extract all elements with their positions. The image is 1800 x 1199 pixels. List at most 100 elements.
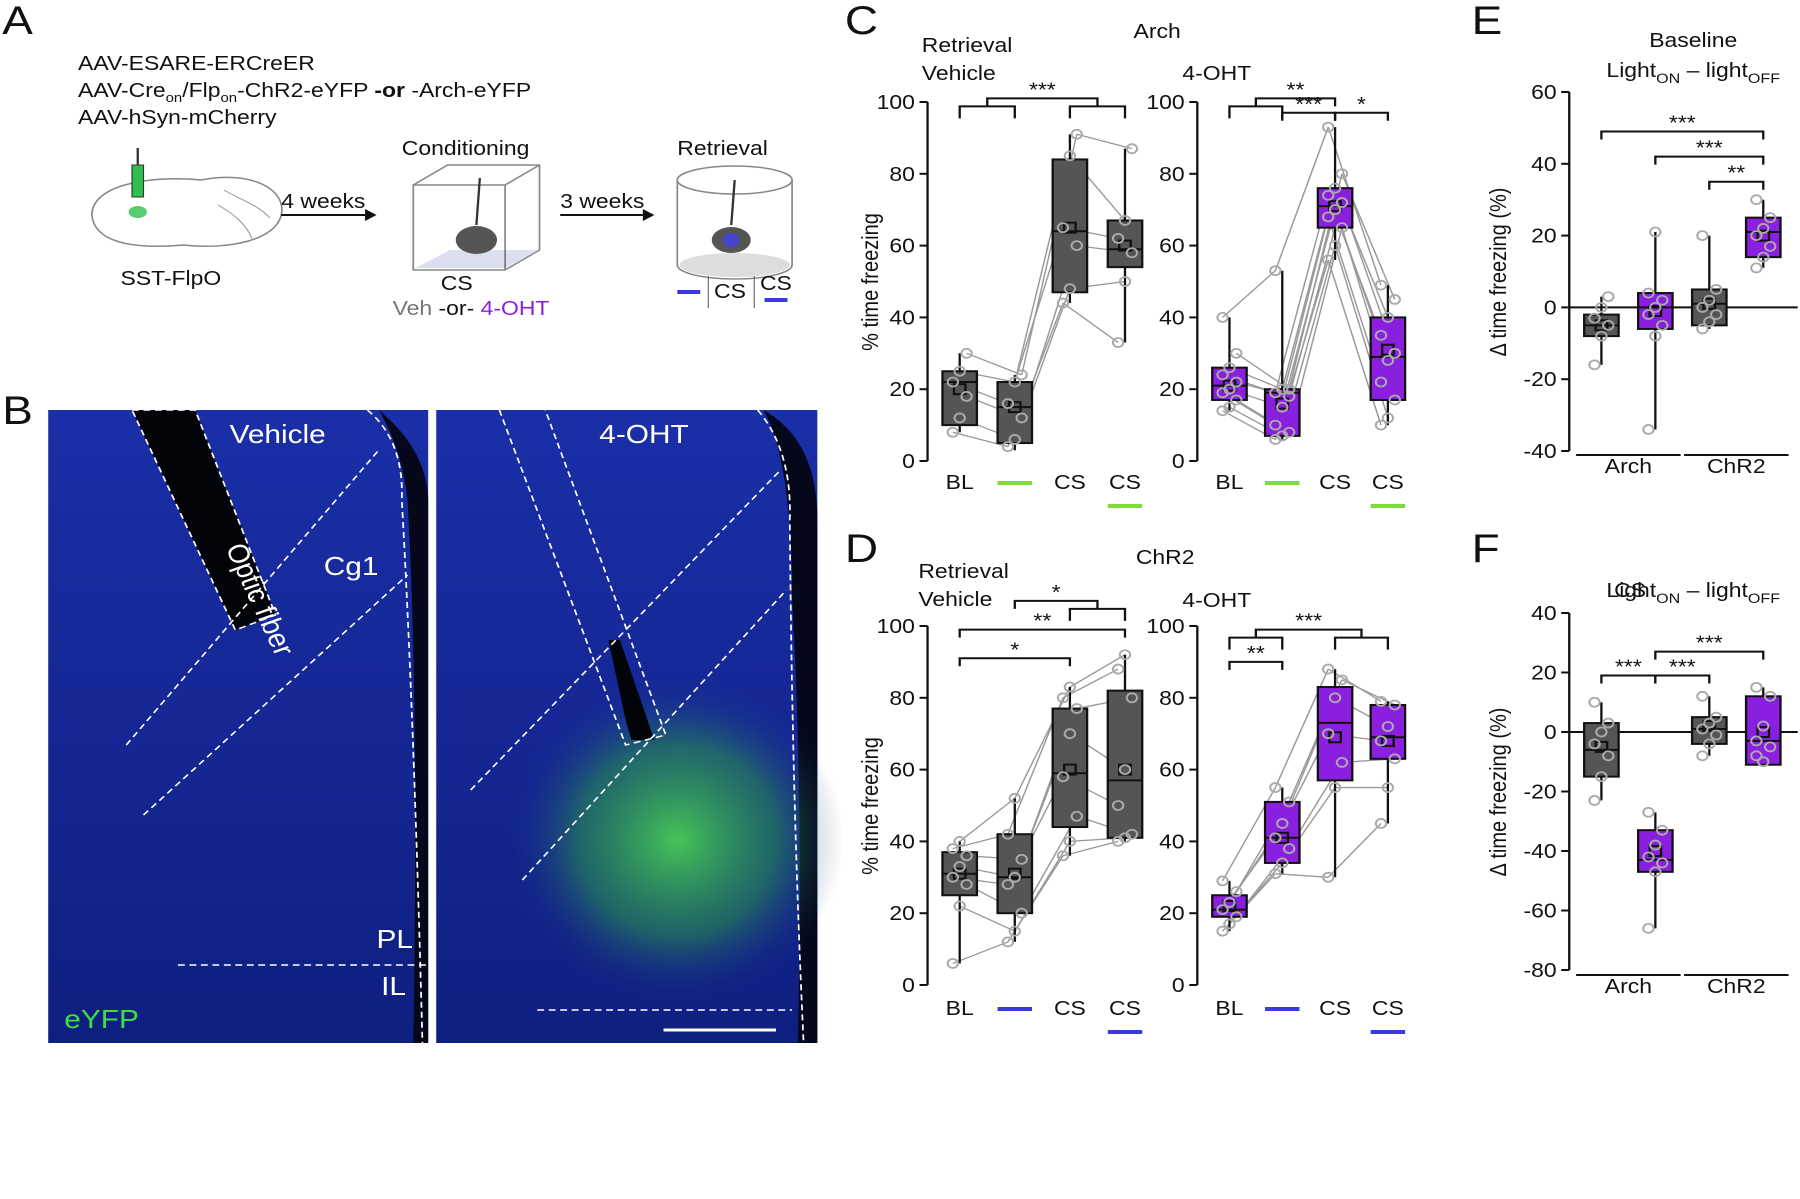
pair-line bbox=[959, 905, 1016, 932]
bracket bbox=[1013, 599, 1099, 609]
bracket bbox=[1654, 155, 1765, 165]
y-tick-label: 60 bbox=[889, 759, 915, 781]
region-label: PL bbox=[377, 925, 413, 954]
data-point bbox=[1335, 197, 1349, 208]
text: ON bbox=[1656, 71, 1680, 87]
data-point bbox=[1642, 851, 1655, 863]
data-point bbox=[1588, 795, 1601, 806]
data-point bbox=[1602, 717, 1615, 729]
charts: 0 20 40 60 80 100 Arch Retrieval Vehicle % time f… bbox=[858, 20, 1798, 1034]
vector-text: AAV-Creon/Flpon-ChR2-eYFP -or -Arch-eYFP bbox=[78, 79, 531, 104]
y-tick-label: 100 bbox=[1146, 615, 1184, 637]
pair-line bbox=[952, 941, 1009, 965]
box bbox=[1051, 707, 1089, 829]
data-point bbox=[1374, 695, 1388, 707]
data-point bbox=[1763, 240, 1777, 252]
data-point bbox=[1269, 419, 1282, 431]
data-point bbox=[1223, 918, 1236, 930]
data-point bbox=[1757, 223, 1770, 234]
data-point bbox=[1118, 276, 1132, 287]
box bbox=[1106, 219, 1144, 269]
data-point bbox=[1642, 922, 1655, 934]
group-label: ChR2 bbox=[1707, 975, 1766, 997]
data-point bbox=[1125, 828, 1139, 840]
mouse bbox=[455, 226, 498, 254]
pair-line bbox=[1327, 668, 1382, 702]
data-point bbox=[1111, 663, 1125, 675]
data-point bbox=[1118, 649, 1132, 661]
data-point bbox=[1763, 741, 1777, 753]
data-point bbox=[1216, 904, 1229, 916]
significance: *** bbox=[1295, 93, 1322, 115]
data-point bbox=[1276, 857, 1289, 869]
pair-line bbox=[1222, 270, 1276, 318]
data-point bbox=[1656, 824, 1669, 836]
data-point bbox=[1230, 886, 1243, 898]
bracket bbox=[986, 97, 1099, 107]
micrograph bbox=[48, 410, 429, 1043]
data-point bbox=[1063, 150, 1077, 162]
data-point bbox=[1703, 316, 1716, 328]
data-point bbox=[1696, 690, 1709, 702]
arrow bbox=[642, 209, 655, 221]
x-tick-label: CS bbox=[1319, 471, 1351, 493]
significance: *** bbox=[1696, 137, 1723, 159]
pair-line bbox=[1076, 133, 1133, 150]
injection-site bbox=[128, 206, 147, 218]
data-point bbox=[1328, 182, 1342, 194]
y-tick-label: 100 bbox=[1146, 91, 1184, 113]
bracket bbox=[1228, 105, 1284, 119]
outline bbox=[366, 409, 424, 1044]
data-point bbox=[953, 365, 966, 377]
data-point bbox=[960, 390, 973, 402]
chart-title: ChR2 bbox=[1136, 546, 1195, 568]
data-point bbox=[1388, 347, 1401, 359]
data-point bbox=[1008, 434, 1021, 445]
pair-line bbox=[1062, 840, 1119, 857]
data-point bbox=[1216, 311, 1229, 323]
data-point bbox=[946, 376, 960, 388]
data-point bbox=[1602, 291, 1615, 303]
y-tick-label: 0 bbox=[1544, 297, 1557, 319]
text: -or bbox=[374, 79, 405, 101]
text: – light bbox=[1680, 59, 1748, 81]
mean bbox=[1648, 845, 1663, 857]
text: Light bbox=[1606, 579, 1656, 601]
data-point bbox=[1588, 359, 1601, 371]
data-point bbox=[1588, 696, 1601, 708]
data-point bbox=[1335, 222, 1349, 234]
y-tick-label: 0 bbox=[902, 974, 915, 996]
bracket bbox=[1068, 607, 1127, 621]
y-axis-label: % time freezing bbox=[858, 737, 884, 875]
significance: *** bbox=[1029, 79, 1056, 101]
data-point bbox=[1703, 294, 1716, 306]
data-point bbox=[1063, 681, 1077, 693]
data-point bbox=[1111, 337, 1125, 348]
significance: *** bbox=[1615, 656, 1642, 678]
mean bbox=[1275, 397, 1290, 410]
data-point bbox=[1125, 692, 1139, 704]
y-tick-label: 80 bbox=[889, 687, 915, 709]
mean bbox=[1756, 229, 1771, 242]
chart-subtitle: 4-OHT bbox=[1182, 589, 1251, 611]
data-point bbox=[1223, 362, 1236, 374]
y-tick-label: 20 bbox=[889, 903, 915, 925]
data-point bbox=[1595, 726, 1608, 738]
data-point bbox=[1642, 806, 1655, 818]
chart-title: Arch bbox=[1134, 20, 1181, 42]
pair-line bbox=[1062, 668, 1119, 699]
x-tick-label: CS bbox=[1054, 997, 1086, 1019]
data-point bbox=[1649, 226, 1662, 238]
significance: * bbox=[1010, 639, 1020, 661]
data-point bbox=[1070, 810, 1083, 822]
data-point bbox=[1070, 703, 1083, 714]
arrow-label: 4 weeks bbox=[281, 190, 365, 212]
data-point bbox=[1321, 871, 1335, 883]
x-tick-label: CS bbox=[1319, 997, 1351, 1019]
data-point bbox=[960, 879, 973, 890]
data-point bbox=[1335, 168, 1349, 180]
y-tick-label: -20 bbox=[1523, 369, 1556, 391]
group-label: ChR2 bbox=[1707, 455, 1766, 477]
data-point bbox=[1001, 936, 1015, 948]
brain-detail bbox=[217, 189, 271, 241]
